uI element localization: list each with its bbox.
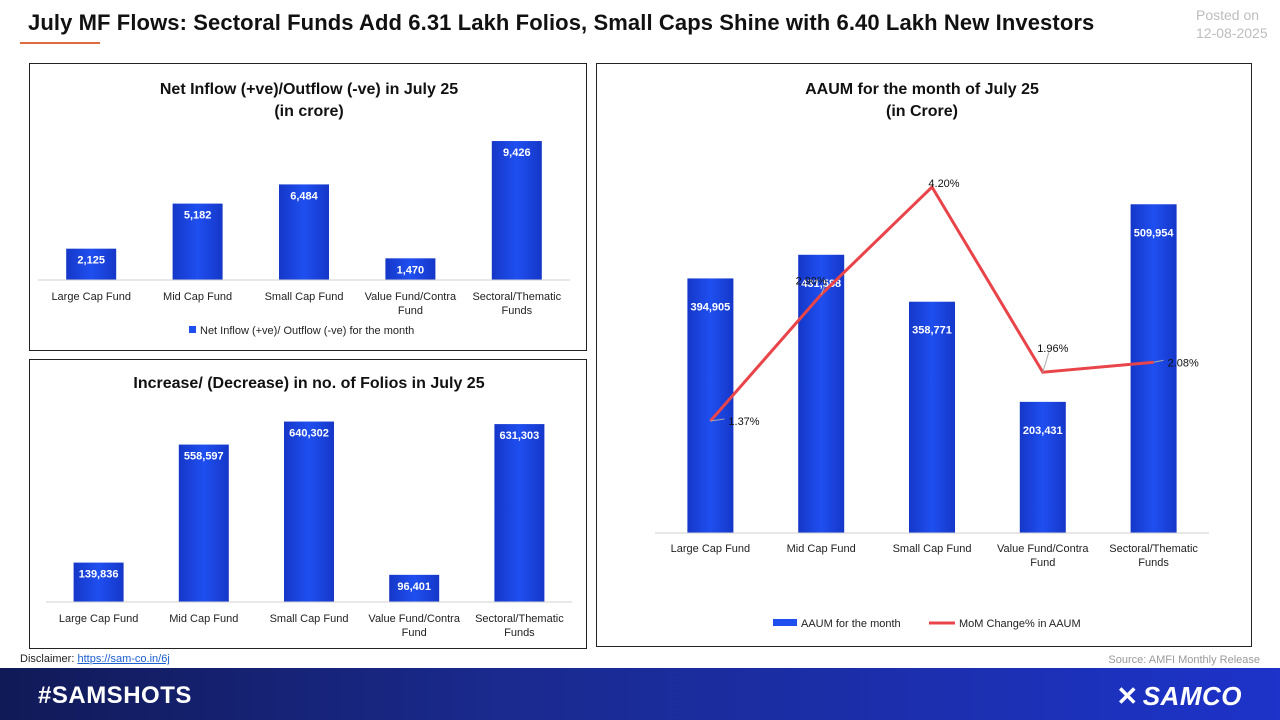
legend-swatch-bar <box>773 619 797 626</box>
disclaimer: Disclaimer: https://sam-co.in/6j <box>20 653 170 665</box>
chart-title: AAUM for the month of July 25 <box>805 81 1039 98</box>
x-tick-label: Small Cap Fund <box>265 291 344 303</box>
bar-value-label: 6,484 <box>290 190 318 202</box>
bar-value-label: 631,303 <box>500 430 540 442</box>
x-tick-label: Fund <box>1030 557 1055 569</box>
bar <box>491 141 542 280</box>
x-tick-label: Small Cap Fund <box>270 613 349 625</box>
bar-value-label: 5,182 <box>184 210 212 222</box>
bar-value-label: 139,836 <box>79 569 119 581</box>
bar <box>172 203 223 280</box>
x-tick-label: Fund <box>398 305 423 317</box>
posted-date-value: 12-08-2025 <box>1196 25 1268 41</box>
brand-logo: ✕ SAMCO <box>1116 681 1242 712</box>
mom-change-line <box>709 184 1154 422</box>
source-note: Source: AMFI Monthly Release <box>1108 654 1260 666</box>
aaum-bar <box>687 278 734 533</box>
bar-value-label: 9,426 <box>503 147 531 159</box>
bar <box>73 562 124 602</box>
folios-chart: Increase/ (Decrease) in no. of Folios in… <box>46 375 572 639</box>
bar <box>494 424 545 602</box>
bar <box>178 444 229 602</box>
legend-label-bar: AAUM for the month <box>801 618 901 630</box>
bar <box>385 258 436 280</box>
aaum-bar <box>1130 204 1177 534</box>
chart-title: (in crore) <box>274 103 343 120</box>
x-tick-label: Value Fund/Contra <box>997 543 1089 555</box>
aaum-bar <box>1019 401 1066 533</box>
posted-label: Posted on <box>1196 7 1260 23</box>
mom-change-label: 1.96% <box>1037 343 1068 355</box>
x-tick-label: Value Fund/Contra <box>368 613 460 625</box>
aaum-bar-value-label: 394,905 <box>691 301 731 313</box>
net-inflow-chart-panel: Net Inflow (+ve)/Outflow (-ve) in July 2… <box>29 63 587 351</box>
chart-title: (in Crore) <box>886 103 958 120</box>
bar <box>279 184 329 280</box>
aaum-chart: AAUM for the month of July 25 (in Crore) 3… <box>655 81 1209 630</box>
mom-leader-line <box>710 418 725 422</box>
posted-date: Posted on 12-08-2025 <box>1196 6 1268 42</box>
mom-change-label: 1.37% <box>728 416 759 428</box>
x-tick-label: Funds <box>1138 557 1169 569</box>
aaum-bar-value-label: 509,954 <box>1134 227 1175 239</box>
x-tick-label: Large Cap Fund <box>59 613 139 625</box>
bar <box>284 421 334 602</box>
mom-leader-line <box>820 284 826 295</box>
bar-value-label: 1,470 <box>397 264 425 276</box>
x-tick-label: Fund <box>402 627 427 639</box>
disclaimer-link[interactable]: https://sam-co.in/6j <box>77 653 170 665</box>
x-tick-label: Large Cap Fund <box>671 543 751 555</box>
footer-bar: #SAMSHOTS ✕ SAMCO <box>0 668 1280 720</box>
bar <box>66 248 117 280</box>
legend-swatch <box>189 326 196 333</box>
x-tick-label: Mid Cap Fund <box>169 613 238 625</box>
brand-name: SAMCO <box>1142 681 1242 711</box>
x-tick-label: Funds <box>504 627 535 639</box>
samco-logo-icon: ✕ <box>1116 681 1139 711</box>
mom-leader-line <box>1042 352 1050 373</box>
x-tick-label: Value Fund/Contra <box>365 291 457 303</box>
bar-value-label: 558,597 <box>184 451 224 463</box>
folios-chart-panel: Increase/ (Decrease) in no. of Folios in… <box>29 359 587 649</box>
aaum-bar-value-label: 203,431 <box>1023 425 1063 437</box>
x-tick-label: Sectoral/Thematic <box>472 291 561 303</box>
x-tick-label: Large Cap Fund <box>51 291 131 303</box>
x-tick-label: Sectoral/Thematic <box>1109 543 1198 555</box>
legend-label-line: MoM Change% in AAUM <box>959 618 1081 630</box>
legend-label: Net Inflow (+ve)/ Outflow (-ve) for the … <box>200 325 414 337</box>
mom-change-label: 4.20% <box>928 178 959 190</box>
x-tick-label: Small Cap Fund <box>893 543 972 555</box>
x-tick-label: Mid Cap Fund <box>787 543 856 555</box>
headline-underline <box>20 42 100 44</box>
mom-change-label: 2.90% <box>796 275 827 287</box>
x-tick-label: Funds <box>502 305 533 317</box>
chart-title: Increase/ (Decrease) in no. of Folios in… <box>133 375 484 392</box>
bar-value-label: 640,302 <box>289 428 329 440</box>
aaum-bar <box>798 254 845 533</box>
hashtag: #SAMSHOTS <box>38 682 192 709</box>
disclaimer-label: Disclaimer: <box>20 653 75 665</box>
chart-title: Net Inflow (+ve)/Outflow (-ve) in July 2… <box>160 81 458 98</box>
bar-value-label: 2,125 <box>77 255 105 267</box>
headline: July MF Flows: Sectoral Funds Add 6.31 L… <box>28 10 1095 35</box>
aaum-bar <box>909 301 955 533</box>
mom-leader-line <box>1153 359 1164 363</box>
net-inflow-chart: Net Inflow (+ve)/Outflow (-ve) in July 2… <box>38 81 570 337</box>
aaum-bar-value-label: 358,771 <box>912 325 952 337</box>
bar <box>389 574 440 602</box>
aaum-chart-panel: AAUM for the month of July 25 (in Crore) 3… <box>596 63 1252 647</box>
bar-value-label: 96,401 <box>397 581 431 593</box>
x-tick-label: Sectoral/Thematic <box>475 613 564 625</box>
x-tick-label: Mid Cap Fund <box>163 291 232 303</box>
mom-change-label: 2.08% <box>1168 357 1199 369</box>
